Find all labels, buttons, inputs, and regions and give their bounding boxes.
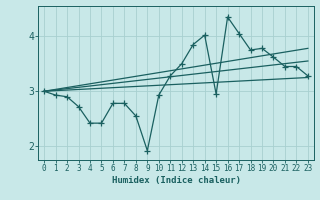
X-axis label: Humidex (Indice chaleur): Humidex (Indice chaleur) xyxy=(111,176,241,185)
